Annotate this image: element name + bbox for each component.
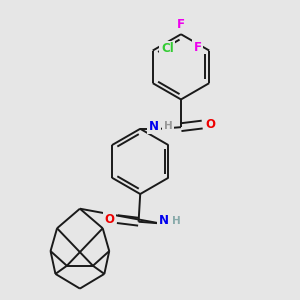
Text: H: H (172, 216, 181, 226)
Text: N: N (149, 120, 159, 133)
Text: Cl: Cl (161, 42, 174, 56)
Text: F: F (177, 18, 185, 31)
Text: N: N (159, 214, 169, 227)
Text: H: H (164, 121, 172, 131)
Text: O: O (104, 213, 114, 226)
Text: O: O (205, 118, 215, 131)
Text: F: F (194, 41, 202, 54)
